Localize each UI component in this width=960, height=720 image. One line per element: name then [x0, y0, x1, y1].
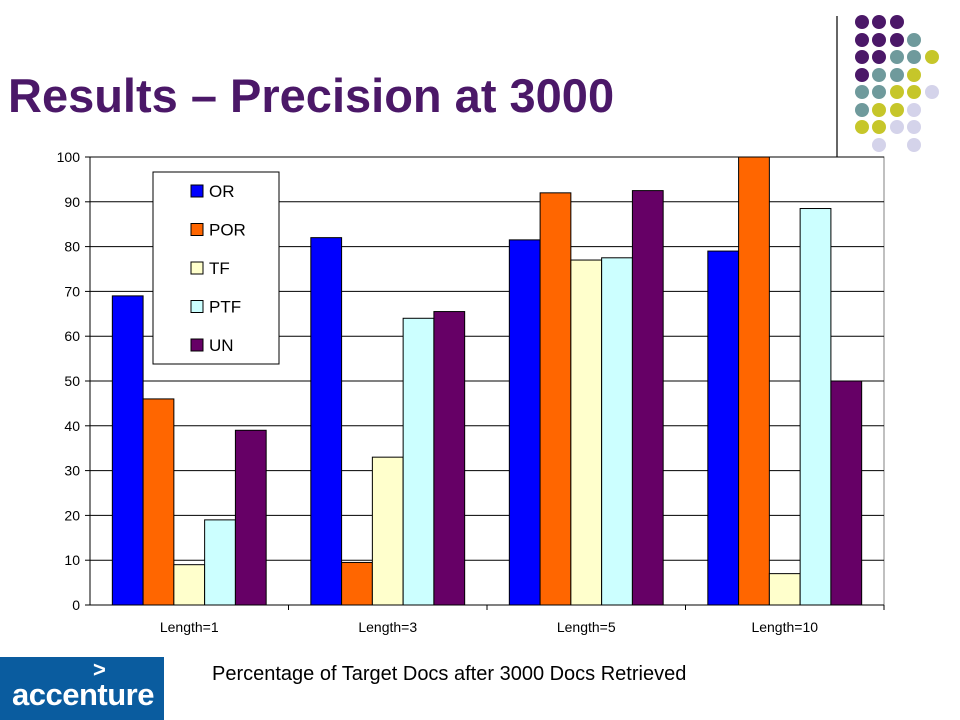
bar-un — [234, 429, 267, 606]
bar-ptf — [402, 317, 435, 606]
y-tick-label: 20 — [64, 507, 80, 523]
legend-swatch-un — [190, 338, 204, 352]
y-tick-label: 70 — [64, 283, 80, 299]
bar-un — [433, 311, 466, 606]
x-tick-label: Length=10 — [751, 619, 818, 635]
chart-legend: OR POR TF PTF UN — [152, 171, 280, 365]
y-tick-label: 10 — [64, 552, 80, 568]
logo-wordmark: accenture — [12, 677, 154, 712]
legend-box — [152, 171, 280, 365]
bar-por — [539, 192, 572, 606]
x-tick-label: Length=3 — [358, 619, 417, 635]
bar-or — [310, 237, 343, 606]
y-tick-label: 100 — [57, 149, 81, 165]
y-tick-label: 0 — [72, 597, 80, 613]
bar-or — [508, 239, 541, 606]
bar-tf — [768, 573, 801, 606]
y-tick-label: 90 — [64, 194, 80, 210]
bar-or — [707, 250, 740, 606]
accenture-logo: > accenture — [0, 657, 164, 720]
bar-ptf — [601, 257, 633, 606]
legend-label-por: POR — [209, 221, 246, 240]
decorative-divider-line — [836, 16, 838, 176]
bar-tf — [570, 259, 603, 606]
bar-ptf — [799, 208, 832, 606]
y-tick-label: 60 — [64, 328, 80, 344]
y-tick-label: 50 — [64, 373, 80, 389]
bar-un — [631, 190, 664, 606]
bar-or — [111, 295, 144, 606]
slide-title: Results – Precision at 3000 — [8, 69, 615, 122]
bar-chart: 0 10 20 30 40 50 60 70 80 90 100 Length=1 Length=3 Le… — [57, 149, 885, 635]
y-tick-label: 30 — [64, 463, 80, 479]
logo-arrow-mark: > — [93, 657, 106, 682]
x-tick-label: Length=1 — [160, 619, 219, 635]
bar-por — [142, 398, 175, 606]
bar-por — [738, 156, 770, 606]
bar-un — [830, 380, 863, 606]
bar-tf — [371, 456, 404, 606]
x-tick-label: Length=5 — [557, 619, 616, 635]
y-tick-label: 40 — [64, 418, 80, 434]
y-tick-label: 80 — [64, 239, 80, 255]
legend-label-ptf: PTF — [209, 298, 241, 317]
legend-swatch-ptf — [190, 300, 204, 313]
bar-por — [341, 561, 373, 606]
bar-ptf — [204, 519, 236, 606]
legend-swatch-por — [190, 223, 204, 236]
legend-swatch-tf — [190, 261, 204, 275]
bar-tf — [173, 564, 206, 606]
legend-label-or: OR — [209, 182, 235, 201]
legend-label-un: UN — [209, 336, 234, 355]
legend-swatch-or — [190, 184, 204, 198]
legend-label-tf: TF — [209, 259, 230, 278]
chart-caption: Percentage of Target Docs after 3000 Doc… — [212, 663, 687, 685]
